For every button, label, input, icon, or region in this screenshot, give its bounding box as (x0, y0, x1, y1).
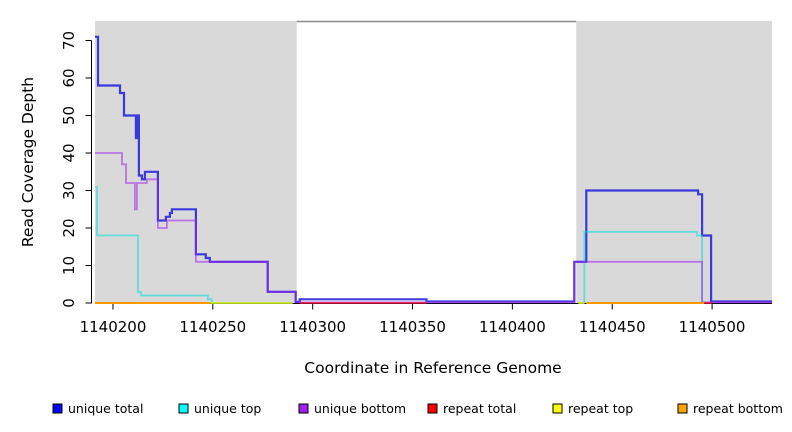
y-tick-label: 30 (60, 181, 78, 200)
x-tick-label: 1140400 (479, 318, 546, 336)
legend-swatch-repeat-bottom (677, 403, 688, 414)
legend-swatch-unique-total (52, 403, 63, 414)
x-tick-label: 1140250 (179, 318, 246, 336)
x-axis-title: Coordinate in Reference Genome (304, 359, 561, 377)
axes-layer: 1140200 1140250 1140300 1140350 1140400 11404… (60, 31, 772, 336)
legend-swatch-unique-top (178, 403, 189, 414)
x-tick-label: 1140450 (579, 318, 646, 336)
legend-swatch-repeat-top (552, 403, 563, 414)
legend-item-unique-bottom: unique bottom (298, 401, 406, 416)
y-tick-label: 10 (60, 256, 78, 275)
legend-label: repeat bottom (693, 401, 783, 416)
legend: unique total unique top unique bottom repea… (52, 401, 783, 416)
shaded-region-2 (576, 21, 772, 303)
legend-label: repeat top (568, 401, 633, 416)
legend-swatch-repeat-total (427, 403, 438, 414)
y-tick-label: 70 (60, 31, 78, 50)
legend-item-repeat-total: repeat total (427, 401, 516, 416)
x-tick-label: 1140200 (80, 318, 147, 336)
legend-item-unique-total: unique total (52, 401, 143, 416)
legend-item-repeat-top: repeat top (552, 401, 633, 416)
y-tick-label: 0 (60, 298, 78, 308)
legend-item-repeat-bottom: repeat bottom (677, 401, 783, 416)
series-line-unique-bottom (95, 152, 772, 304)
legend-item-unique-top: unique top (178, 401, 261, 416)
y-tick-label: 20 (60, 218, 78, 237)
x-tick-label: 1140350 (379, 318, 446, 336)
series-lines-layer (95, 35, 772, 304)
x-tick-label: 1140300 (279, 318, 346, 336)
x-tick-label: 1140500 (679, 318, 746, 336)
series-line-unique-top (95, 185, 293, 304)
legend-label: repeat total (443, 401, 516, 416)
legend-label: unique top (194, 401, 261, 416)
y-tick-label: 60 (60, 68, 78, 87)
legend-swatch-unique-bottom (298, 403, 309, 414)
y-tick-label: 50 (60, 106, 78, 125)
legend-label: unique bottom (314, 401, 406, 416)
shaded-background-layer (95, 20, 772, 303)
y-tick-label: 40 (60, 143, 78, 162)
y-axis-title: Read Coverage Depth (19, 77, 37, 247)
legend-label: unique total (68, 401, 143, 416)
